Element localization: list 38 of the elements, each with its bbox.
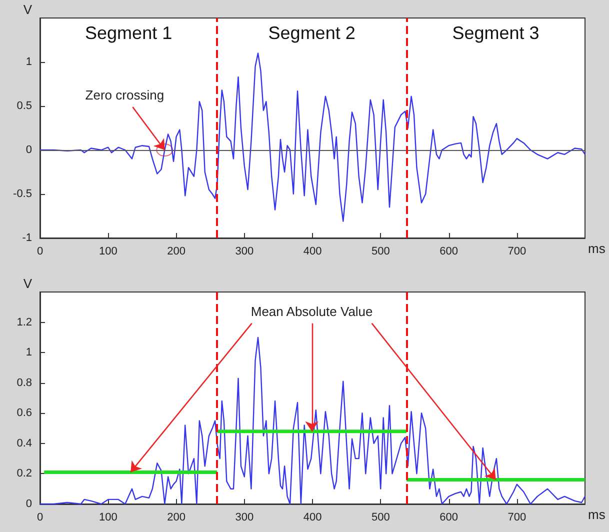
x-tick-label: 400 <box>303 512 322 524</box>
x-tick-label: 700 <box>508 512 526 524</box>
y-axis-title: V <box>23 2 32 17</box>
x-tick-label: 0 <box>36 246 44 258</box>
x-tick-label: 300 <box>235 246 254 258</box>
x-axis-title: ms <box>588 507 606 522</box>
y-tick-label: 1.2 <box>16 316 32 328</box>
x-tick-label: 700 <box>508 246 526 258</box>
y-tick-label: 0 <box>26 144 32 156</box>
annotation: Segment 1 <box>85 23 172 43</box>
x-tick-label: 500 <box>371 512 390 524</box>
y-tick-label: 0.2 <box>16 468 32 480</box>
y-tick-label: 0.6 <box>16 407 32 420</box>
x-tick-label: 100 <box>98 246 118 258</box>
x-tick-label: 600 <box>440 512 458 524</box>
y-tick-label: 0.8 <box>16 376 32 389</box>
x-tick-label: 100 <box>98 512 118 524</box>
annotation: Zero crossing <box>85 88 164 102</box>
annotation: Segment 2 <box>268 23 356 43</box>
x-axis-title: ms <box>588 241 606 256</box>
y-tick-label: -0.5 <box>13 188 32 200</box>
annotation: Segment 3 <box>452 23 540 43</box>
annotation: Mean Absolute Value <box>250 304 373 319</box>
y-tick-label: 1 <box>26 346 32 359</box>
y-tick-label: 0 <box>26 498 32 510</box>
x-tick-label: 200 <box>167 512 186 524</box>
y-tick-label: 0.5 <box>16 100 32 112</box>
x-tick-label: 0 <box>36 512 44 524</box>
x-tick-label: 600 <box>440 246 458 258</box>
y-tick-label: 1 <box>26 56 32 68</box>
y-tick-label: 0.4 <box>16 437 32 450</box>
line-series <box>39 52 586 222</box>
x-tick-label: 300 <box>235 512 254 524</box>
x-tick-label: 200 <box>167 246 186 258</box>
x-tick-label: 500 <box>371 246 390 258</box>
y-tick-label: -1 <box>22 232 32 244</box>
y-axis-title: V <box>23 276 32 291</box>
x-tick-label: 400 <box>303 246 322 258</box>
